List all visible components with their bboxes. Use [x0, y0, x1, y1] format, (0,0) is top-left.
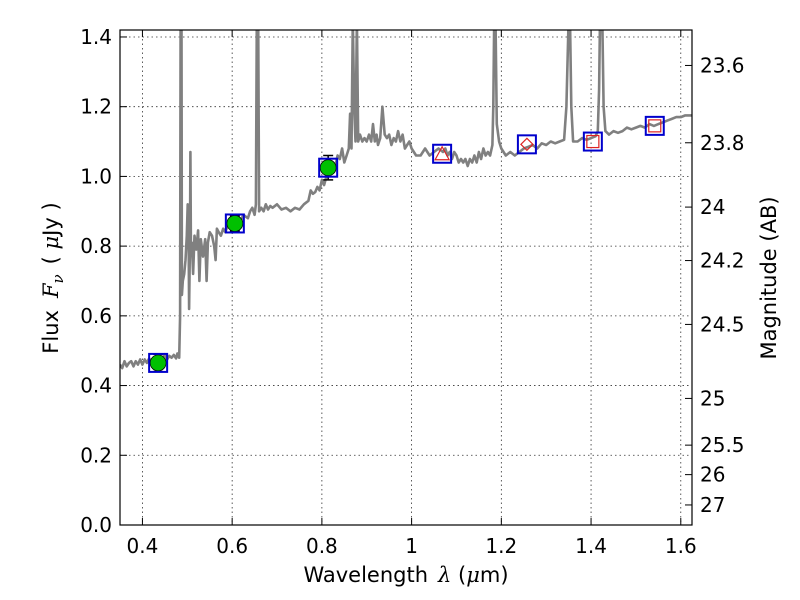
y-tick-label: 0.8	[80, 234, 112, 258]
x-tick-label: 0.8	[306, 534, 338, 558]
y-axis-label-word: Flux	[39, 310, 63, 354]
x-axis-label-word: Wavelength	[303, 563, 428, 587]
synthetic-point-triangle	[434, 145, 451, 161]
x-tick-label: 1.6	[665, 534, 697, 558]
synthetic-point-box	[644, 115, 665, 136]
y-axis-label-unit: Jy )	[39, 202, 63, 238]
synthetic-point-square	[586, 134, 600, 149]
axis-ticks: 0.4 0.6 0.8 1 1.2 1.4 1.6 0.0 0.2 0.4 0.6 0.8 1.0 1.2…	[80, 25, 744, 558]
y-axis-label-open: (	[39, 249, 63, 264]
right-axis-label: Magnitude (AB)	[757, 196, 781, 359]
mag-tick-label: 25	[700, 386, 725, 410]
x-tick-label: 0.6	[216, 534, 248, 558]
y-tick-label: 0.0	[80, 513, 112, 537]
x-axis-label: Wavelength λ (μm)	[303, 563, 508, 587]
mag-tick-label: 24.2	[700, 249, 745, 273]
x-axis-label-unit: m)	[480, 563, 509, 587]
synthetic-point-box	[148, 352, 169, 373]
synthetic-point-square	[648, 119, 662, 133]
observed-point	[226, 215, 244, 232]
mag-tick-label: 24.5	[700, 312, 745, 336]
mag-tick-label: 24	[700, 195, 725, 219]
synthetic-point-box	[318, 157, 339, 178]
x-tick-label: 1.2	[485, 534, 517, 558]
mag-tick-label: 26	[700, 463, 725, 487]
y-axis-label: Flux Fν ( μJy )	[39, 202, 67, 353]
x-tick-label: 1	[405, 534, 418, 558]
mag-tick-label: 23.6	[700, 53, 745, 77]
y-tick-label: 0.2	[80, 443, 112, 467]
mag-tick-label: 27	[700, 493, 725, 517]
synthetic-point-box	[582, 131, 603, 152]
synthetic-point-box	[516, 134, 537, 155]
y-axis-label-symbol: F	[39, 282, 63, 299]
data-markers	[148, 115, 665, 373]
x-tick-label: 0.4	[127, 534, 159, 558]
observed-point	[319, 159, 337, 177]
observed-point	[149, 354, 167, 372]
mag-tick-label: 25.5	[700, 433, 745, 457]
synthetic-point-box	[224, 213, 245, 234]
plot-content	[120, 30, 692, 370]
synthetic-point-diamond	[520, 137, 534, 152]
y-tick-label: 1.2	[80, 95, 112, 119]
y-tick-label: 0.4	[80, 374, 112, 398]
y-axis-label-mu: μ	[39, 236, 63, 250]
y-tick-label: 1.4	[80, 25, 112, 49]
mag-tick-label: 23.8	[700, 131, 745, 155]
x-axis-label-symbol: λ	[437, 563, 451, 587]
y-tick-label: 1.0	[80, 164, 112, 188]
plot-frame	[119, 29, 693, 526]
model-spectrum-line	[120, 30, 692, 370]
synthetic-point-box	[432, 143, 453, 164]
y-axis-label-sub: ν	[49, 274, 67, 283]
x-axis-label-open: (	[451, 563, 466, 587]
y-tick-label: 0.6	[80, 304, 112, 328]
x-axis-label-mu: μ	[466, 563, 480, 587]
x-tick-label: 1.4	[575, 534, 607, 558]
